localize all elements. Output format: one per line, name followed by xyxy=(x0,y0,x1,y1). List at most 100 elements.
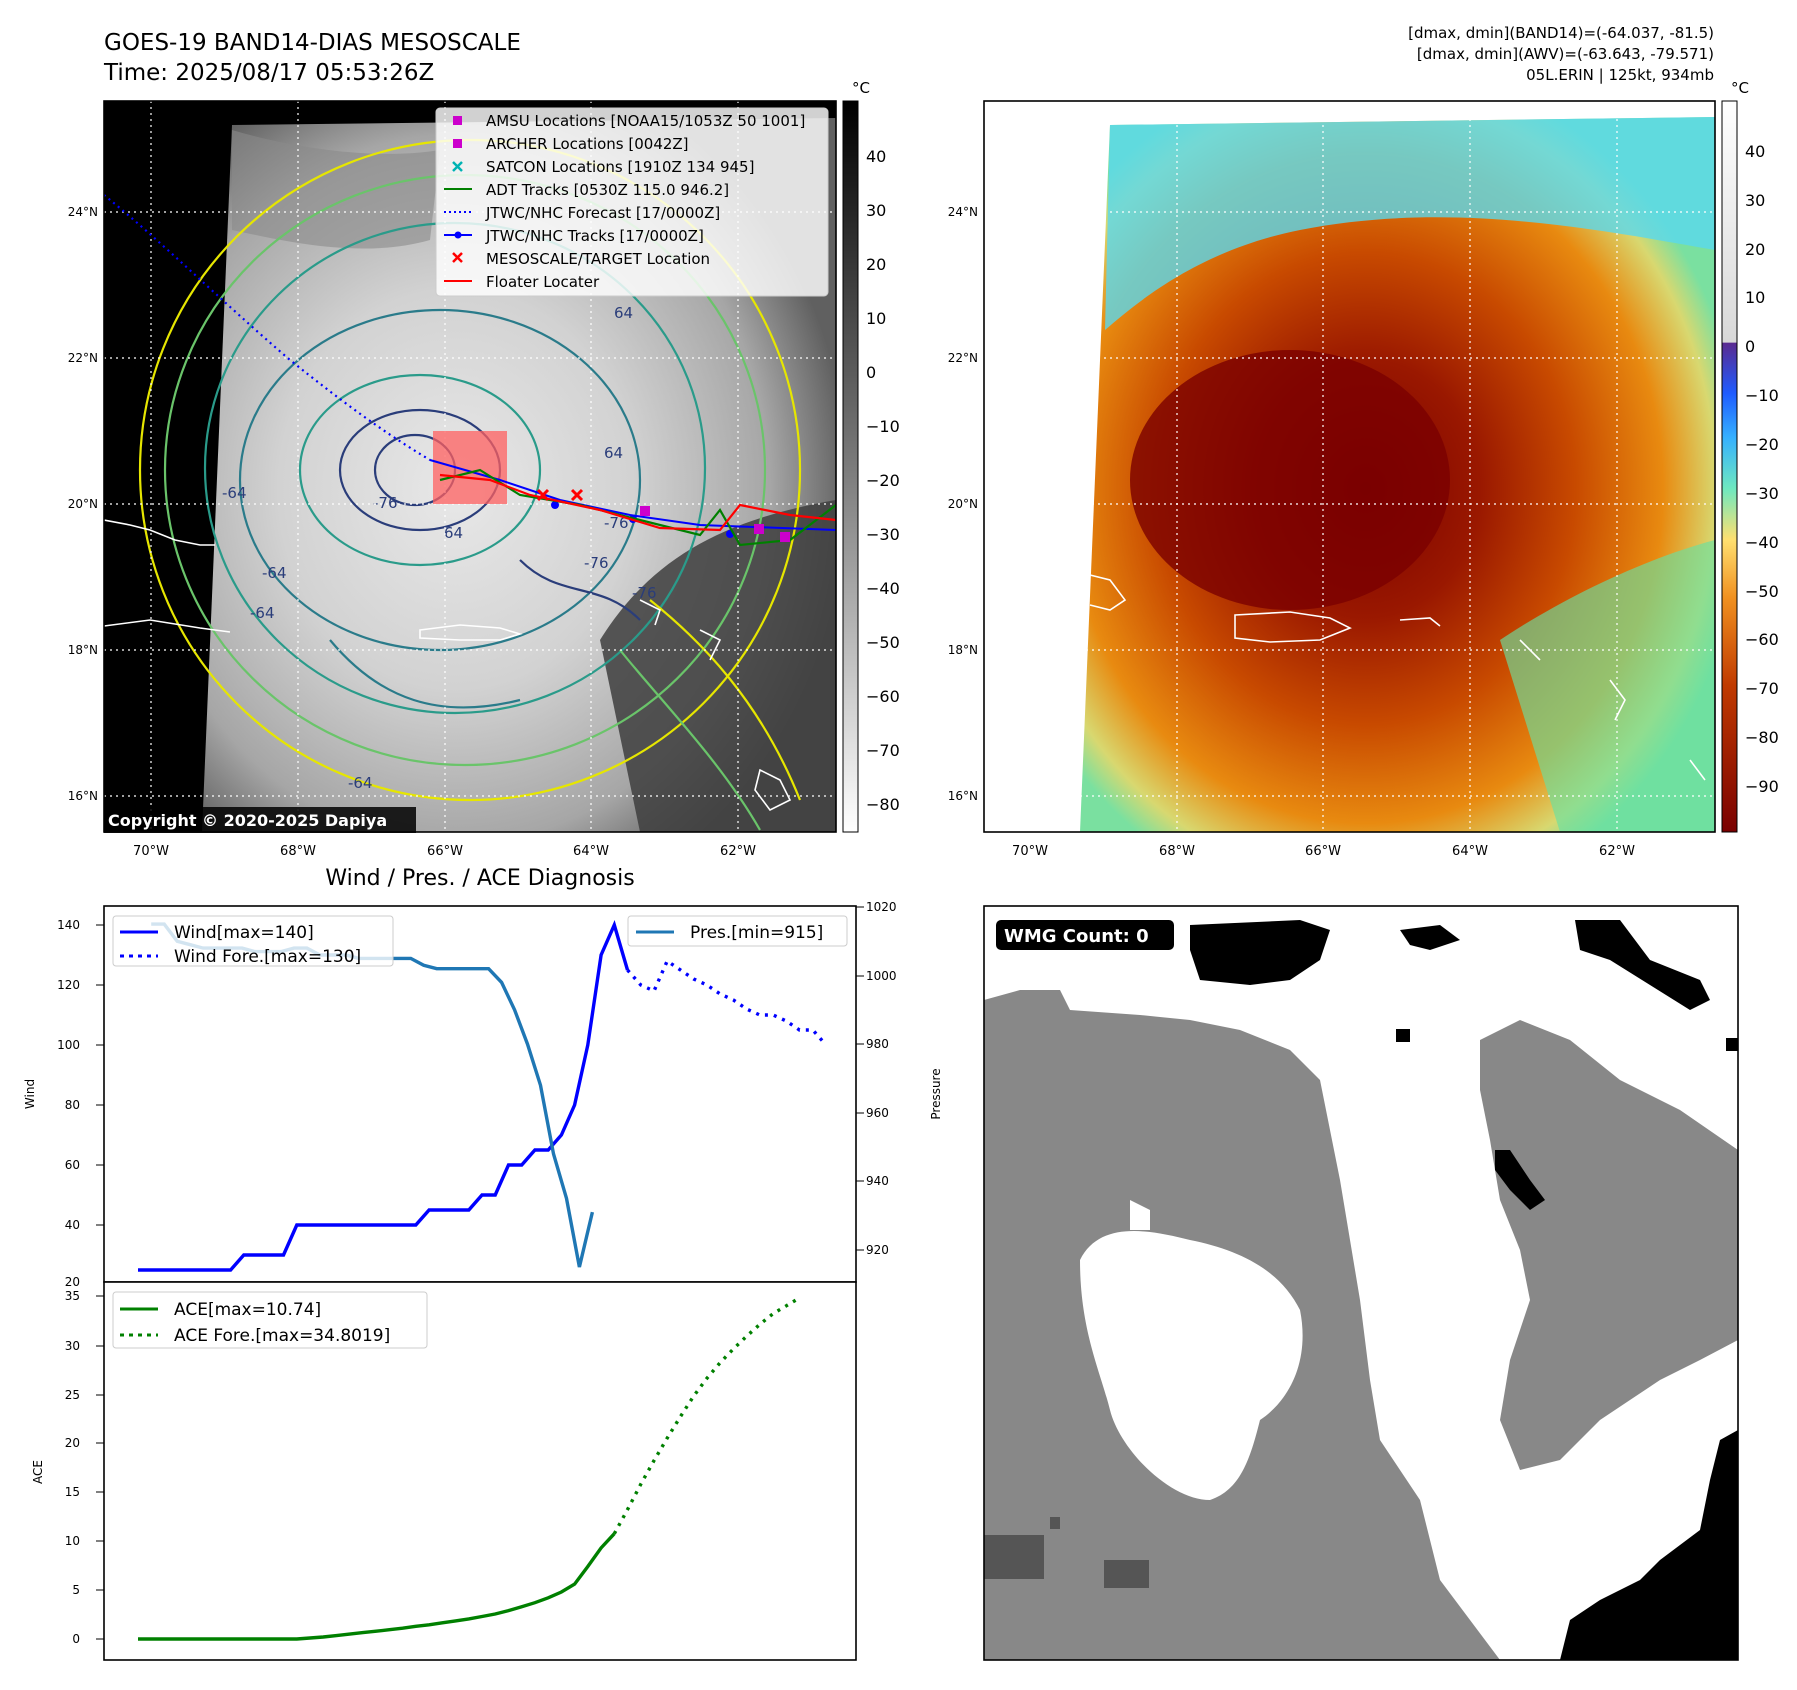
ir-map-panel: -76 64 -64 64 -76 -76 -76 64 -64 -64 -64 xyxy=(68,100,837,859)
svg-text:15: 15 xyxy=(65,1485,80,1499)
svg-text:62°W: 62°W xyxy=(720,844,756,859)
svg-text:−30: −30 xyxy=(1745,484,1779,503)
ace-tick-labels: 35 30 25 20 15 10 5 0 xyxy=(65,1289,80,1646)
nhc-line-icon xyxy=(444,231,472,239)
svg-text:120: 120 xyxy=(57,978,80,992)
copyright-box xyxy=(104,807,416,833)
svg-text:10: 10 xyxy=(1745,288,1765,307)
ace-axis-label: ACE xyxy=(31,1460,45,1484)
stats-band14: [dmax, dmin](BAND14)=(-64.037, -81.5) xyxy=(1408,24,1714,42)
wind-legend: Wind[max=140] Wind Fore.[max=130] xyxy=(112,915,394,967)
svg-text:100: 100 xyxy=(57,1038,80,1052)
svg-text:ACE[max=10.74]: ACE[max=10.74] xyxy=(174,1300,321,1320)
awv-lat-labels: 24°N 22°N 20°N 18°N 16°N xyxy=(948,205,978,803)
svg-text:−20: −20 xyxy=(1745,435,1779,454)
svg-text:−70: −70 xyxy=(1745,679,1779,698)
ir-colorbar: °C 40 30 20 10 0 −10 −20 −30 −40 −50 −60… xyxy=(842,79,900,833)
svg-text:−10: −10 xyxy=(866,417,900,436)
svg-text:-76: -76 xyxy=(373,494,398,512)
svg-text:68°W: 68°W xyxy=(1159,844,1195,859)
svg-text:-64: -64 xyxy=(250,604,275,622)
svg-text:Floater Locater: Floater Locater xyxy=(486,273,600,291)
svg-text:60: 60 xyxy=(65,1158,80,1172)
svg-text:920: 920 xyxy=(866,1243,889,1257)
svg-text:140: 140 xyxy=(57,918,80,932)
svg-text:66°W: 66°W xyxy=(1305,844,1341,859)
archer-marker-icon xyxy=(453,139,462,148)
awv-map-panel: 24°N 22°N 20°N 18°N 16°N 70°W 68°W 66°W … xyxy=(948,100,1716,859)
svg-text:AMSU Locations [NOAA15/1053Z 5: AMSU Locations [NOAA15/1053Z 50 1001] xyxy=(486,112,805,130)
wind-axis-label: Wind xyxy=(23,1079,37,1109)
ir-contour-labels: -76 64 -64 64 -76 -76 -76 64 -64 -64 -64 xyxy=(222,304,657,792)
svg-text:40: 40 xyxy=(1745,142,1765,161)
svg-text:-64: -64 xyxy=(262,564,287,582)
pressure-axis-label: Pressure xyxy=(929,1068,943,1119)
pressure-tick-labels: 1020 1000 980 960 940 920 xyxy=(866,900,897,1257)
svg-text:10: 10 xyxy=(65,1534,80,1548)
svg-text:−50: −50 xyxy=(866,633,900,652)
ir-legend: AMSU Locations [NOAA15/1053Z 50 1001] AR… xyxy=(435,107,829,297)
svg-text:-76: -76 xyxy=(584,554,609,572)
svg-text:5: 5 xyxy=(72,1583,80,1597)
svg-text:20: 20 xyxy=(65,1436,80,1450)
svg-text:960: 960 xyxy=(866,1106,889,1120)
ace-line xyxy=(138,1532,616,1641)
svg-text:−40: −40 xyxy=(866,579,900,598)
svg-text:-64: -64 xyxy=(222,484,247,502)
svg-text:ADT Tracks [0530Z 115.0 946.2]: ADT Tracks [0530Z 115.0 946.2] xyxy=(486,181,729,199)
wmg-dark-regions xyxy=(984,1517,1149,1588)
svg-text:940: 940 xyxy=(866,1174,889,1188)
wmg-panel: WMG Count: 0 xyxy=(983,905,1739,1661)
awv-colorbar: °C 40 30 20 10 0 −10 −20 −30 −40 −50 −60… xyxy=(1721,79,1779,833)
svg-text:40: 40 xyxy=(65,1218,80,1232)
ir-coastlines xyxy=(104,519,792,812)
ir-lat-labels: 24°N 22°N 20°N 18°N 16°N xyxy=(68,205,98,803)
target-box xyxy=(433,431,507,504)
svg-text:-64: -64 xyxy=(348,774,373,792)
svg-text:18°N: 18°N xyxy=(68,643,98,657)
ace-forecast-line xyxy=(612,1296,801,1535)
svg-text:64°W: 64°W xyxy=(573,844,609,859)
svg-text:64: 64 xyxy=(614,304,633,322)
ace-chart: ACE 35 30 25 20 15 10 5 0 ACE[max=10.74]… xyxy=(31,1281,857,1661)
svg-text:0: 0 xyxy=(866,363,876,382)
svg-text:24°N: 24°N xyxy=(68,205,98,219)
svg-text:−70: −70 xyxy=(866,741,900,760)
svg-text:0: 0 xyxy=(1745,337,1755,356)
svg-text:980: 980 xyxy=(866,1037,889,1051)
svg-text:20°N: 20°N xyxy=(68,497,98,511)
svg-text:Wind Fore.[max=130]: Wind Fore.[max=130] xyxy=(174,947,361,967)
svg-text:−80: −80 xyxy=(866,795,900,814)
awv-colorbar-unit: °C xyxy=(1731,79,1749,97)
wind-forecast-line xyxy=(626,958,828,1047)
wmg-count-label: WMG Count: 0 xyxy=(1004,926,1149,947)
svg-text:-76: -76 xyxy=(632,584,657,602)
svg-text:68°W: 68°W xyxy=(280,844,316,859)
pressure-legend: Pres.[min=915] xyxy=(627,915,848,947)
svg-text:MESOSCALE/TARGET Location: MESOSCALE/TARGET Location xyxy=(486,250,710,268)
svg-text:1000: 1000 xyxy=(866,969,897,983)
wind-line xyxy=(138,920,630,1272)
svg-text:20: 20 xyxy=(65,1275,80,1289)
svg-text:16°N: 16°N xyxy=(948,789,978,803)
svg-text:JTWC/NHC Forecast [17/0000Z]: JTWC/NHC Forecast [17/0000Z] xyxy=(485,204,720,222)
svg-text:80: 80 xyxy=(65,1098,80,1112)
svg-text:30: 30 xyxy=(65,1339,80,1353)
svg-text:20°N: 20°N xyxy=(948,497,978,511)
svg-text:62°W: 62°W xyxy=(1599,844,1635,859)
svg-text:22°N: 22°N xyxy=(948,351,978,365)
ace-legend: ACE[max=10.74] ACE Fore.[max=34.8019] xyxy=(112,1291,428,1349)
svg-text:0: 0 xyxy=(72,1632,80,1646)
stats-awv: [dmax, dmin](AWV)=(-63.643, -79.571) xyxy=(1417,45,1714,63)
svg-text:−40: −40 xyxy=(1745,533,1779,552)
svg-text:70°W: 70°W xyxy=(133,844,169,859)
svg-text:40: 40 xyxy=(866,147,886,166)
svg-text:70°W: 70°W xyxy=(1012,844,1048,859)
forecast-track xyxy=(104,194,431,461)
svg-text:Wind[max=140]: Wind[max=140] xyxy=(174,923,314,943)
svg-text:20: 20 xyxy=(1745,240,1765,259)
svg-text:16°N: 16°N xyxy=(68,789,98,803)
ir-lon-labels: 70°W 68°W 66°W 64°W 62°W xyxy=(133,844,756,859)
svg-text:ARCHER Locations [0042Z]: ARCHER Locations [0042Z] xyxy=(486,135,689,153)
